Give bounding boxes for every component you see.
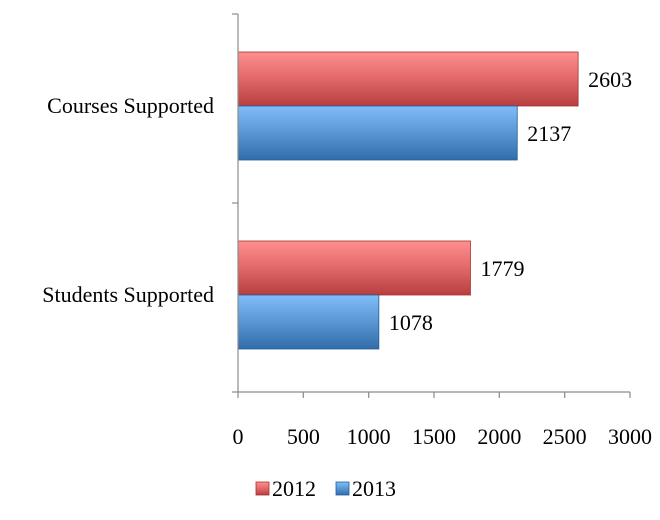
x-tick-label: 2500	[543, 424, 587, 449]
x-tick-label: 2000	[477, 424, 521, 449]
x-tick-label: 0	[233, 424, 244, 449]
bars-layer	[237, 51, 579, 350]
x-tick-label: 1500	[412, 424, 456, 449]
legend: 2012 2013	[255, 476, 396, 501]
category-label: Students Supported	[42, 282, 214, 307]
legend-label-2012: 2012	[272, 476, 316, 501]
x-tick-label: 1000	[347, 424, 391, 449]
x-tick-label: 3000	[608, 424, 652, 449]
bar-2013-1	[237, 294, 380, 350]
legend-label-2013: 2013	[352, 476, 396, 501]
axes-layer	[232, 13, 631, 398]
bar-2012-1	[237, 240, 471, 296]
labels-layer: Courses Supported 2603 2137 Students Suppor…	[42, 67, 652, 449]
legend-swatch-2012	[255, 481, 270, 496]
data-label: 2603	[588, 67, 632, 92]
x-tick-label: 500	[287, 424, 320, 449]
legend-swatch-2013	[335, 481, 350, 496]
data-label: 1779	[480, 256, 524, 281]
data-label: 2137	[527, 121, 571, 146]
legend-item-2013: 2013	[335, 476, 396, 501]
data-label: 1078	[389, 310, 433, 335]
category-label: Courses Supported	[47, 93, 214, 118]
legend-item-2012: 2012	[255, 476, 316, 501]
bar-2013-0	[237, 105, 518, 161]
bar-2012-0	[237, 51, 579, 107]
